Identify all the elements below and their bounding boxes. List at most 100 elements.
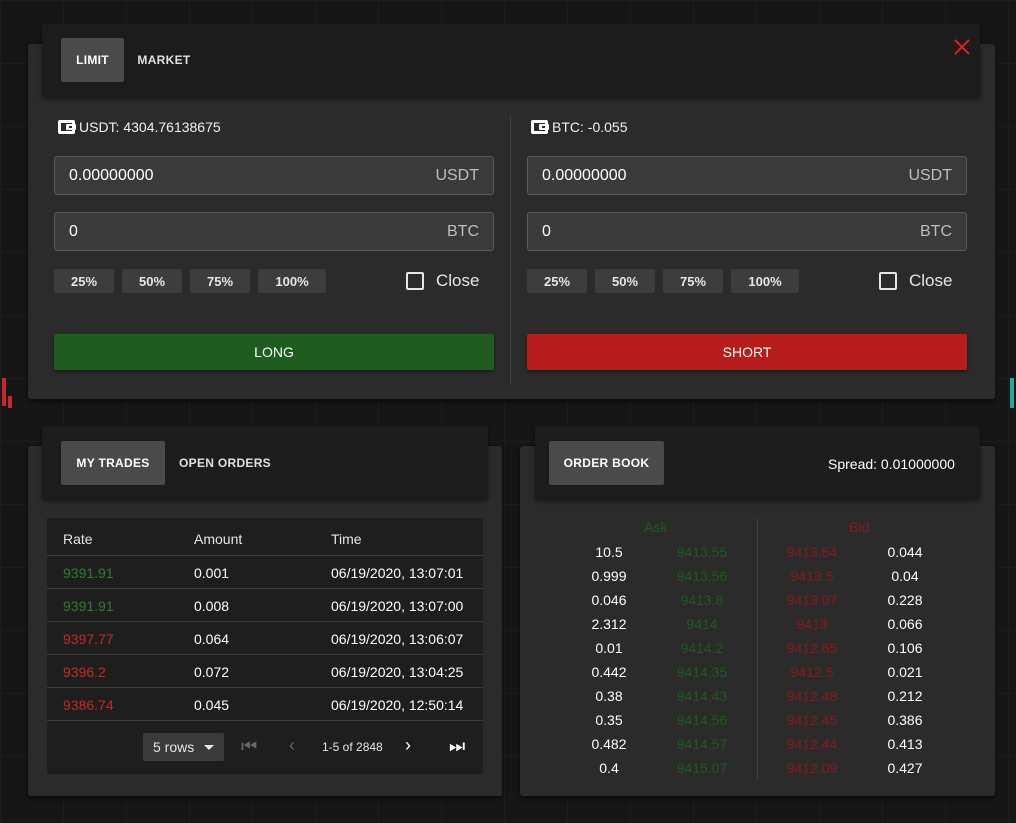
bid-amount: 0.021 — [887, 664, 923, 680]
ask-amount: 0.01 — [595, 640, 623, 656]
table-row: 9391.91 0.001 06/19/2020, 13:07:01 — [47, 557, 483, 589]
row-time: 06/19/2020, 13:04:25 — [331, 663, 464, 680]
ask-amount: 0.35 — [595, 712, 623, 728]
checkbox-icon[interactable] — [406, 272, 424, 290]
order-form-divider — [510, 116, 511, 384]
bid-amount: 0.044 — [887, 544, 923, 560]
long-button[interactable]: LONG — [54, 334, 494, 370]
wallet-icon — [57, 119, 77, 135]
next-page-icon[interactable]: › — [405, 735, 411, 755]
ask-amount: 0.482 — [591, 736, 627, 752]
buy-amount-input[interactable]: 0 BTC — [54, 212, 494, 251]
tab-limit[interactable]: LIMIT — [61, 38, 124, 82]
row-rate: 9391.91 — [63, 564, 114, 581]
ask-amount: 0.4 — [599, 760, 619, 776]
buy-amount-unit: BTC — [447, 222, 479, 240]
bid-amount: 0.04 — [891, 568, 919, 584]
sell-amount-input[interactable]: 0 BTC — [527, 212, 967, 251]
sell-close-label: Close — [909, 271, 953, 290]
chart-candle — [1010, 378, 1014, 408]
buy-pct-100-button[interactable]: 100% — [258, 269, 326, 293]
buy-price-input[interactable]: 0.00000000 USDT — [54, 156, 494, 195]
bid-price: 9413 — [796, 616, 828, 632]
sell-pct-25-button[interactable]: 25% — [527, 269, 587, 293]
table-row: 9391.91 0.008 06/19/2020, 13:07:00 — [47, 590, 483, 622]
bid-amount: 0.228 — [887, 592, 923, 608]
buy-close-label: Close — [436, 271, 480, 290]
bid-amount: 0.413 — [887, 736, 923, 752]
last-page-icon[interactable]: ⏭ — [449, 736, 466, 756]
row-amount: 0.008 — [194, 597, 230, 614]
row-amount: 0.001 — [194, 564, 230, 581]
usdt-balance: USDT: 4304.76138675 — [57, 119, 221, 135]
bid-price: 9412.44 — [786, 736, 838, 752]
buy-pct-50-button[interactable]: 50% — [122, 269, 182, 293]
btc-balance-label: BTC: -0.055 — [552, 119, 628, 135]
table-pagination: 5 rows ⏮ ‹ 1-5 of 2848 › ⏭ — [47, 730, 483, 764]
table-header: Rate Amount Time — [47, 522, 483, 556]
column-amount: Amount — [194, 530, 243, 547]
ask-amount: 2.312 — [591, 616, 627, 632]
sell-pct-50-button[interactable]: 50% — [595, 269, 655, 293]
ask-price: 9413.8 — [680, 592, 724, 608]
usdt-balance-label: USDT: 4304.76138675 — [79, 119, 221, 135]
order-book-header: ORDER BOOK Spread: 0.01000000 — [535, 426, 980, 499]
bid-amount: 0.066 — [887, 616, 923, 632]
tab-order-book[interactable]: ORDER BOOK — [549, 441, 664, 485]
buy-pct-75-button[interactable]: 75% — [190, 269, 250, 293]
row-amount: 0.072 — [194, 663, 230, 680]
column-rate: Rate — [63, 530, 93, 547]
bid-price: 9413.54 — [786, 544, 838, 560]
rows-per-page-select[interactable]: 5 rows — [143, 733, 225, 761]
ask-price: 9414.35 — [676, 664, 728, 680]
trades-tabs: MY TRADES OPEN ORDERS — [42, 426, 488, 499]
sell-price-input[interactable]: 0.00000000 USDT — [527, 156, 967, 195]
table-row: 9397.77 0.064 06/19/2020, 13:06:07 — [47, 623, 483, 655]
sell-price-unit: USDT — [908, 166, 952, 184]
short-button[interactable]: SHORT — [527, 334, 967, 370]
sell-close-checkbox[interactable]: Close — [879, 271, 952, 291]
row-time: 06/19/2020, 13:07:00 — [331, 597, 464, 614]
prev-page-icon[interactable]: ‹ — [289, 735, 295, 755]
row-time: 06/19/2020, 13:06:07 — [331, 630, 464, 647]
row-amount: 0.045 — [194, 696, 230, 713]
row-rate: 9391.91 — [63, 597, 114, 614]
buy-price-value: 0.00000000 — [69, 166, 154, 184]
sell-pct-100-button[interactable]: 100% — [731, 269, 799, 293]
ask-header: Ask — [644, 519, 668, 535]
trades-table: Rate Amount Time 9391.91 0.001 06/19/202… — [47, 518, 483, 774]
bid-amount: 0.106 — [887, 640, 923, 656]
ask-amount: 10.5 — [595, 544, 623, 560]
row-rate: 9386.74 — [63, 696, 114, 713]
row-time: 06/19/2020, 12:50:14 — [331, 696, 464, 713]
rows-per-page-value: 5 rows — [153, 739, 195, 755]
table-row: 9386.74 0.045 06/19/2020, 12:50:14 — [47, 689, 483, 721]
first-page-icon[interactable]: ⏮ — [241, 736, 258, 756]
btc-balance: BTC: -0.055 — [530, 119, 627, 135]
sell-amount-unit: BTC — [920, 222, 952, 240]
bid-price: 9412.48 — [786, 688, 838, 704]
page-range-label: 1-5 of 2848 — [322, 740, 383, 754]
buy-close-checkbox[interactable]: Close — [406, 271, 479, 291]
tab-my-trades[interactable]: MY TRADES — [61, 441, 165, 485]
ask-price: 9413.56 — [676, 568, 728, 584]
row-rate: 9396.2 — [63, 663, 106, 680]
ask-amount: 0.442 — [591, 664, 627, 680]
buy-amount-value: 0 — [69, 222, 78, 240]
order-type-tabs: LIMIT MARKET — [42, 24, 980, 97]
checkbox-icon[interactable] — [879, 272, 897, 290]
ask-amount: 0.046 — [591, 592, 627, 608]
row-time: 06/19/2020, 13:07:01 — [331, 564, 464, 581]
ask-price: 9414.56 — [676, 712, 728, 728]
row-rate: 9397.77 — [63, 630, 114, 647]
tab-market[interactable]: MARKET — [137, 53, 191, 67]
chart-candle — [8, 396, 12, 408]
buy-pct-25-button[interactable]: 25% — [54, 269, 114, 293]
sell-pct-75-button[interactable]: 75% — [663, 269, 723, 293]
ask-amount: 0.38 — [595, 688, 623, 704]
wallet-icon — [530, 119, 550, 135]
close-icon[interactable] — [953, 38, 971, 56]
sell-amount-value: 0 — [542, 222, 551, 240]
row-amount: 0.064 — [194, 630, 230, 647]
tab-open-orders[interactable]: OPEN ORDERS — [179, 456, 271, 470]
